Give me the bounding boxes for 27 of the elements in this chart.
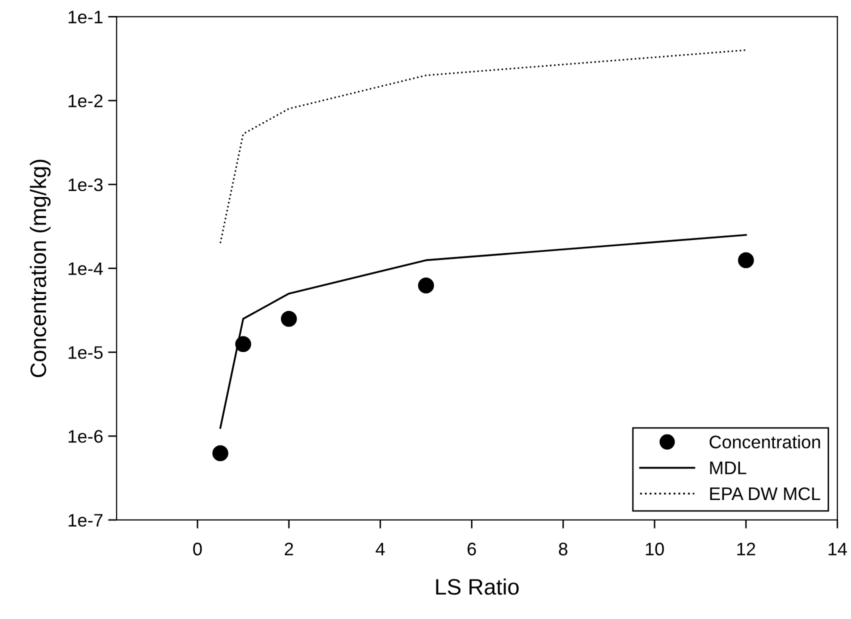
x-axis-title: LS Ratio: [436, 578, 519, 595]
x-tick-label: 14: [828, 542, 847, 556]
y-axis-title: Concentration (mg/kg): [30, 160, 51, 378]
x-tick-label: 4: [376, 542, 385, 556]
point: [212, 445, 228, 462]
line-series: [220, 49, 747, 244]
legend-label: MDL: [710, 462, 746, 474]
point: [418, 277, 434, 294]
legend-label: Concentration: [710, 435, 820, 448]
y-tick-label: 1e-5: [68, 346, 103, 359]
y-tick-label: 1e-2: [68, 94, 102, 108]
x-tick-label: 8: [558, 542, 568, 556]
x-tick-label: 2: [284, 542, 294, 556]
point: [738, 252, 754, 268]
y-tick-label: 1e-6: [68, 430, 103, 443]
x-tick-label: 10: [646, 542, 664, 556]
x-tick-label: 12: [737, 542, 756, 556]
point: [235, 336, 252, 352]
line-series: [219, 234, 747, 429]
y-tick-label: 1e-4: [68, 262, 103, 276]
x-tick-label: 0: [193, 542, 202, 556]
y-tick-label: 1e-7: [68, 514, 102, 527]
legend-label: EPA DW MCL: [710, 487, 820, 500]
y-tick-label: 1e-1: [68, 10, 103, 24]
point: [280, 310, 297, 327]
y-tick-label: 1e-3: [68, 178, 103, 192]
x-tick-label: 6: [468, 542, 476, 556]
